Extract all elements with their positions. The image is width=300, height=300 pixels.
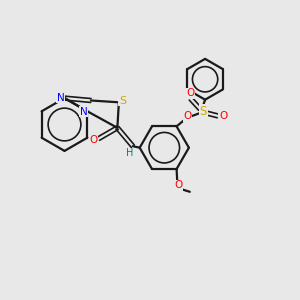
Text: O: O [89, 134, 98, 145]
Text: O: O [219, 111, 227, 121]
Text: S: S [200, 105, 207, 118]
Text: H: H [125, 148, 133, 158]
Text: N: N [80, 106, 88, 117]
Text: N: N [57, 93, 64, 103]
Text: O: O [174, 181, 182, 190]
Text: O: O [186, 88, 194, 98]
Text: O: O [184, 112, 192, 122]
Text: S: S [119, 95, 126, 106]
